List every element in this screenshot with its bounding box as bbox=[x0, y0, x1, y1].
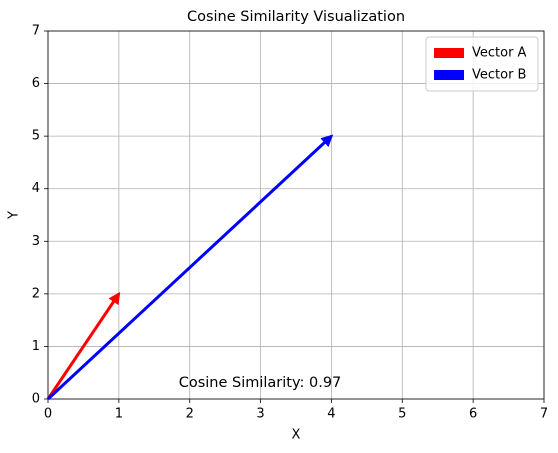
y-tick-label: 1 bbox=[32, 339, 40, 354]
y-tick-label: 6 bbox=[32, 76, 40, 91]
x-tick-label: 6 bbox=[469, 407, 477, 422]
legend-label: Vector A bbox=[472, 46, 527, 61]
vector-arrow bbox=[46, 291, 121, 400]
x-axis-label: X bbox=[292, 428, 301, 443]
plot-frame bbox=[47, 30, 545, 400]
x-tick-label: 1 bbox=[115, 407, 123, 422]
y-tick-label: 4 bbox=[32, 181, 40, 196]
y-tick-label: 7 bbox=[32, 24, 40, 39]
y-tick-label: 2 bbox=[32, 286, 40, 301]
vector-arrow bbox=[46, 134, 334, 401]
legend-swatch bbox=[434, 48, 464, 58]
x-tick-label: 5 bbox=[398, 407, 406, 422]
x-tick-label: 7 bbox=[540, 407, 548, 422]
x-tick-label: 3 bbox=[256, 407, 264, 422]
chart-title: Cosine Similarity Visualization bbox=[187, 9, 405, 25]
annotation: Cosine Similarity: 0.97 bbox=[179, 375, 342, 391]
legend-swatch bbox=[434, 70, 464, 80]
x-tick-label: 4 bbox=[327, 407, 335, 422]
y-axis-label: Y bbox=[7, 211, 22, 220]
y-tick-label: 5 bbox=[32, 129, 40, 144]
y-tick-label: 0 bbox=[32, 392, 40, 407]
legend-label: Vector B bbox=[472, 68, 526, 83]
x-tick-label: 0 bbox=[44, 407, 52, 422]
x-tick-label: 2 bbox=[186, 407, 194, 422]
y-tick-label: 3 bbox=[32, 234, 40, 249]
